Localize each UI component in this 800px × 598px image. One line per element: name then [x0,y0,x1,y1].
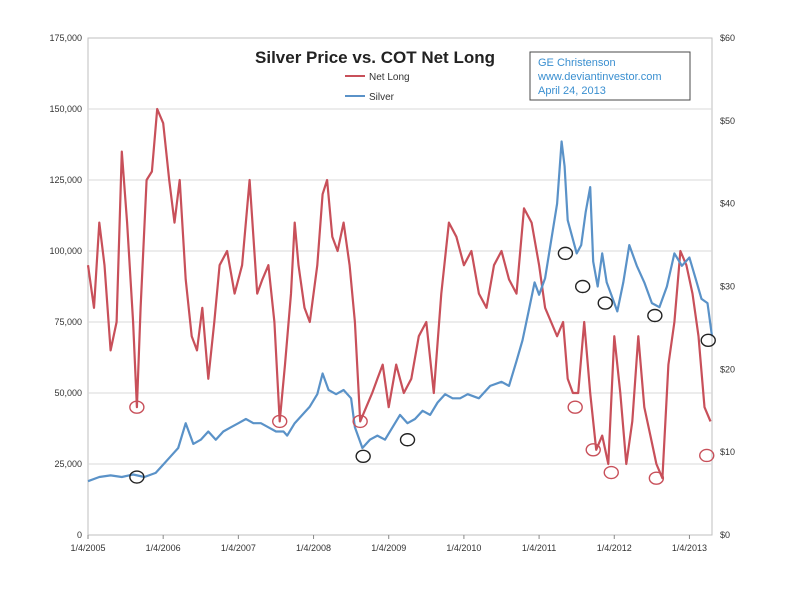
circled-point [699,448,715,463]
x-tick-label: 1/4/2005 [70,543,105,553]
circled-point [700,333,716,348]
right-tick-label: $60 [720,33,735,43]
circled-point [129,400,145,414]
left-tick-label: 125,000 [49,175,82,185]
x-tick-label: 1/4/2008 [296,543,331,553]
left-tick-label: 75,000 [54,317,82,327]
circled-point [603,465,619,480]
right-axis-ticks: $0 $10 $20 $30 $40 $50 $60 [720,33,735,540]
circled-point [567,400,583,414]
gridlines [88,108,712,465]
circled-point [557,246,574,261]
x-tick-label: 1/4/2007 [221,543,256,553]
right-tick-label: $0 [720,530,730,540]
circled-point [352,414,368,429]
series-line-net-long [86,107,712,480]
circled-point [647,308,663,323]
left-tick-label: 25,000 [54,459,82,469]
left-tick-label: 100,000 [49,246,82,256]
x-tick-label: 1/4/2009 [371,543,406,553]
left-tick-label: 0 [77,530,82,540]
right-tick-label: $20 [720,364,735,374]
series-layer [86,107,714,483]
left-tick-label: 50,000 [54,388,82,398]
x-axis-ticks: 1/4/2005 1/4/2006 1/4/2007 1/4/2008 1/4/2009… [70,535,707,553]
left-tick-label: 175,000 [49,33,82,43]
annotation-author: GE Christenson [538,57,616,69]
right-tick-label: $50 [720,116,735,126]
legend-label-silver: Silver [369,92,395,103]
right-tick-label: $10 [720,447,735,457]
circled-point [574,279,591,294]
annotation-date: April 24, 2013 [538,85,606,97]
circled-point [585,443,601,457]
circled-point [648,471,665,485]
series-line-silver [87,140,714,483]
circled-points [129,246,716,485]
chart-title: Silver Price vs. COT Net Long [255,48,495,67]
annotation-website: www.deviantinvestor.com [537,71,662,83]
x-tick-label: 1/4/2011 [522,543,556,553]
left-axis-ticks: 0 25,000 50,000 75,000 100,000 125,000 150,000… [49,33,82,540]
x-tick-label: 1/4/2013 [672,543,707,553]
plot-area [87,37,713,536]
x-tick-label: 1/4/2010 [446,543,481,553]
right-tick-label: $40 [720,199,735,209]
legend: Net Long Silver [345,72,410,103]
annotation-border [529,51,691,101]
circled-point [399,433,416,447]
x-tick-label: 1/4/2012 [597,543,632,553]
circled-point [355,449,371,464]
left-tick-label: 150,000 [49,104,82,114]
circled-point [129,470,145,484]
annotation-box: GE Christenson www.deviantinvestor.com A… [529,51,691,101]
legend-label-net-long: Net Long [369,72,410,83]
circled-point [272,414,288,429]
circled-point [597,296,613,310]
x-tick-label: 1/4/2006 [146,543,181,553]
right-tick-label: $30 [720,282,735,292]
